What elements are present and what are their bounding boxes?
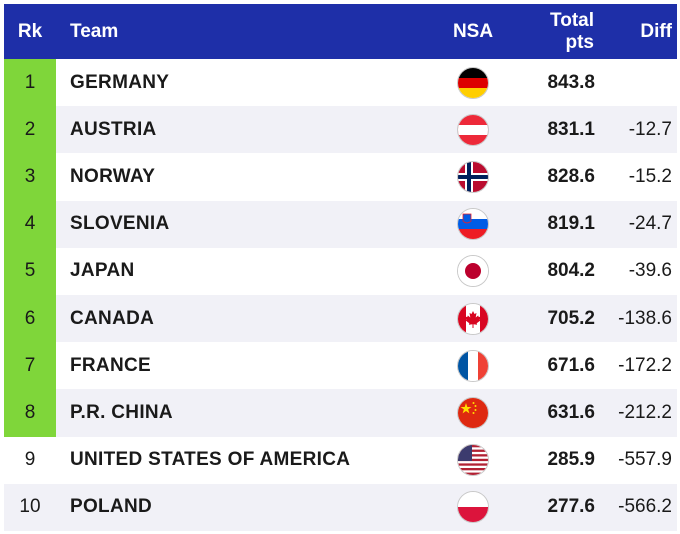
total-points: 804.2: [547, 260, 595, 282]
total-points: 705.2: [547, 307, 595, 329]
slovenia-flag-icon: [457, 208, 489, 241]
total-points: 631.6: [547, 401, 595, 423]
header-nsa: NSA: [452, 20, 494, 42]
table-row[interactable]: 4 SLOVENIA 819.1 -24.7: [4, 200, 677, 248]
total-points: 843.8: [547, 71, 595, 93]
table-row[interactable]: 2 AUSTRIA 831.1 -12.7: [4, 106, 677, 154]
table-row[interactable]: 7 FRANCE 671.6 -172.2: [4, 342, 677, 390]
austria-flag-icon: [457, 113, 489, 146]
norway-flag-icon: [457, 160, 489, 193]
usa-flag-icon: [457, 444, 489, 477]
china-flag-icon: [457, 396, 489, 429]
team-name: GERMANY: [70, 71, 170, 93]
poland-flag-icon: [457, 491, 489, 524]
rank-cell: 7: [4, 342, 56, 390]
header-total-pts: Total pts: [534, 4, 594, 59]
total-points: 819.1: [547, 213, 595, 235]
table-row[interactable]: 9 UNITED STATES OF AMERICA 285.9 -557.9: [4, 437, 677, 484]
points-diff: -212.2: [618, 401, 672, 423]
points-diff: -39.6: [628, 260, 672, 282]
table-row[interactable]: 1 GERMANY 843.8: [4, 59, 677, 107]
rank-cell: 1: [4, 59, 56, 107]
team-name: POLAND: [70, 496, 153, 518]
points-diff: -12.7: [628, 118, 672, 140]
table-row[interactable]: 5 JAPAN 804.2 -39.6: [4, 247, 677, 295]
points-diff: -24.7: [628, 213, 672, 235]
standings-table: Rk Team NSA Total pts Diff 1 GERMANY 843…: [4, 4, 677, 531]
rank-cell: 4: [4, 200, 56, 248]
points-diff: [602, 59, 672, 106]
table-row[interactable]: 8 P.R. CHINA 631.6 -212.2: [4, 389, 677, 437]
points-diff: -557.9: [618, 449, 672, 471]
table-row[interactable]: 6 CANADA 705.2 -138.6: [4, 294, 677, 343]
rank-cell: 8: [4, 389, 56, 437]
total-points: 831.1: [547, 118, 595, 140]
points-diff: -138.6: [618, 307, 672, 329]
total-points: 285.9: [547, 449, 595, 471]
france-flag-icon: [457, 349, 489, 382]
team-name: JAPAN: [70, 260, 135, 282]
team-name: FRANCE: [70, 354, 151, 376]
team-name: SLOVENIA: [70, 213, 170, 235]
team-name: NORWAY: [70, 165, 156, 187]
rank-cell: 9: [24, 449, 36, 471]
rank-cell: 5: [4, 247, 56, 295]
canada-flag-icon: [457, 302, 489, 335]
germany-flag-icon: [457, 66, 489, 99]
total-points: 671.6: [547, 354, 595, 376]
team-name: UNITED STATES OF AMERICA: [70, 449, 351, 471]
points-diff: -566.2: [618, 496, 672, 518]
rank-cell: 6: [4, 294, 56, 343]
team-name: CANADA: [70, 307, 155, 329]
table-row[interactable]: 10 POLAND 277.6 -566.2: [4, 483, 677, 531]
header-total-label: Total: [550, 9, 594, 31]
rank-cell: 3: [4, 153, 56, 201]
header-team: Team: [70, 20, 119, 42]
table-row[interactable]: 3 NORWAY 828.6 -15.2: [4, 153, 677, 201]
rank-cell: 10: [19, 496, 41, 518]
table-header: Rk Team NSA Total pts Diff: [4, 4, 677, 59]
points-diff: -172.2: [618, 354, 672, 376]
japan-flag-icon: [457, 255, 489, 288]
header-rank: Rk: [17, 20, 43, 42]
team-name: P.R. CHINA: [70, 401, 173, 423]
rank-cell: 2: [4, 106, 56, 154]
points-diff: -15.2: [628, 165, 672, 187]
header-pts-label: pts: [565, 31, 595, 53]
total-points: 828.6: [547, 165, 595, 187]
team-name: AUSTRIA: [70, 118, 157, 140]
header-diff: Diff: [640, 20, 672, 42]
total-points: 277.6: [547, 496, 595, 518]
